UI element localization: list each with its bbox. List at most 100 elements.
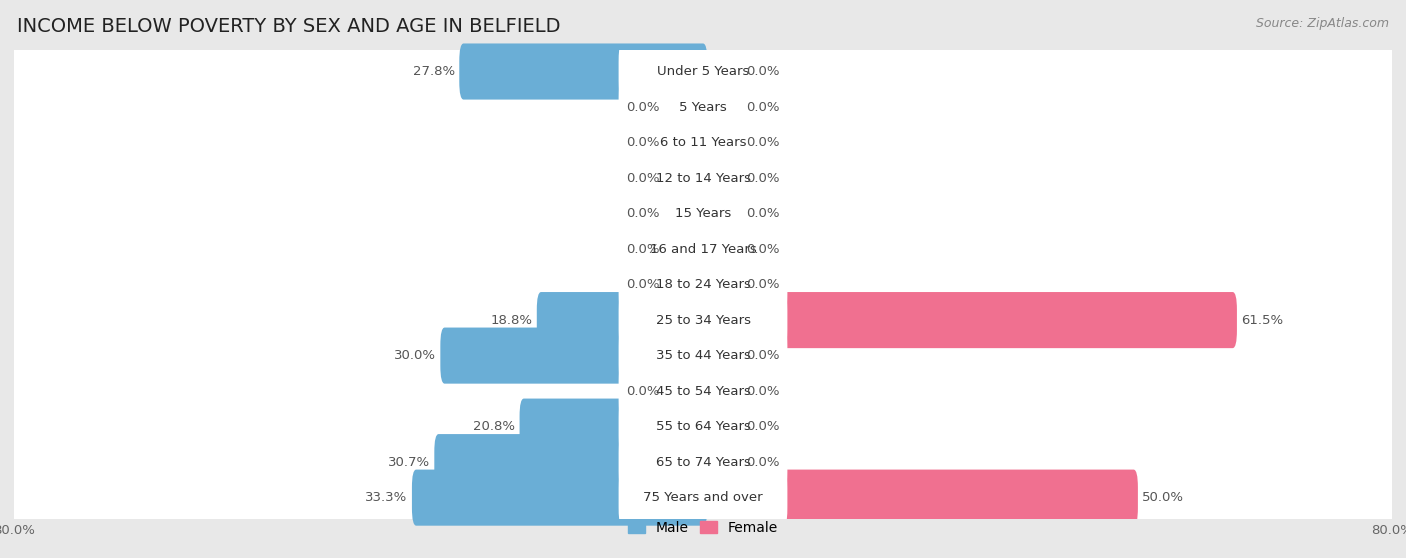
FancyBboxPatch shape [619,69,787,145]
FancyBboxPatch shape [10,82,1396,132]
FancyBboxPatch shape [8,366,1398,418]
FancyBboxPatch shape [8,224,1398,276]
FancyBboxPatch shape [699,257,742,312]
FancyBboxPatch shape [699,470,1137,526]
FancyBboxPatch shape [8,259,1398,311]
FancyBboxPatch shape [619,141,787,216]
FancyBboxPatch shape [699,328,742,384]
Text: 0.0%: 0.0% [627,100,659,113]
Text: 20.8%: 20.8% [474,420,515,433]
Text: 0.0%: 0.0% [627,243,659,256]
FancyBboxPatch shape [8,189,1398,240]
FancyBboxPatch shape [664,114,707,171]
FancyBboxPatch shape [8,295,1398,347]
Legend: Male, Female: Male, Female [623,515,783,540]
FancyBboxPatch shape [664,257,707,312]
FancyBboxPatch shape [10,46,1396,97]
FancyBboxPatch shape [10,401,1396,452]
Text: 35 to 44 Years: 35 to 44 Years [655,349,751,362]
FancyBboxPatch shape [619,247,787,322]
Text: 0.0%: 0.0% [747,349,779,362]
FancyBboxPatch shape [619,176,787,251]
FancyBboxPatch shape [664,185,707,242]
Text: 0.0%: 0.0% [747,243,779,256]
FancyBboxPatch shape [699,363,742,419]
Text: 25 to 34 Years: 25 to 34 Years [655,314,751,326]
FancyBboxPatch shape [619,460,787,535]
FancyBboxPatch shape [699,44,742,99]
FancyBboxPatch shape [699,292,1237,348]
FancyBboxPatch shape [10,153,1396,203]
Text: 12 to 14 Years: 12 to 14 Years [655,171,751,185]
FancyBboxPatch shape [10,437,1396,487]
Text: 0.0%: 0.0% [747,420,779,433]
FancyBboxPatch shape [664,79,707,135]
FancyBboxPatch shape [664,221,707,277]
FancyBboxPatch shape [8,473,1398,525]
Text: 0.0%: 0.0% [627,171,659,185]
FancyBboxPatch shape [699,150,742,206]
Text: 16 and 17 Years: 16 and 17 Years [650,243,756,256]
FancyBboxPatch shape [619,353,787,429]
FancyBboxPatch shape [460,44,707,99]
Text: 61.5%: 61.5% [1241,314,1284,326]
Text: 0.0%: 0.0% [747,136,779,149]
Text: 18 to 24 Years: 18 to 24 Years [655,278,751,291]
Text: 15 Years: 15 Years [675,207,731,220]
FancyBboxPatch shape [8,82,1398,134]
Text: 30.7%: 30.7% [388,456,430,469]
Text: 6 to 11 Years: 6 to 11 Years [659,136,747,149]
Text: 18.8%: 18.8% [491,314,533,326]
FancyBboxPatch shape [619,425,787,500]
FancyBboxPatch shape [619,389,787,464]
Text: 0.0%: 0.0% [627,278,659,291]
FancyBboxPatch shape [8,437,1398,489]
FancyBboxPatch shape [537,292,707,348]
Text: 0.0%: 0.0% [627,136,659,149]
Text: 45 to 54 Years: 45 to 54 Years [655,384,751,398]
FancyBboxPatch shape [10,295,1396,345]
Text: 50.0%: 50.0% [1142,491,1184,504]
Text: 0.0%: 0.0% [747,278,779,291]
FancyBboxPatch shape [619,34,787,109]
Text: 0.0%: 0.0% [747,384,779,398]
FancyBboxPatch shape [8,117,1398,169]
Text: 0.0%: 0.0% [747,171,779,185]
FancyBboxPatch shape [10,117,1396,168]
FancyBboxPatch shape [619,105,787,180]
FancyBboxPatch shape [10,224,1396,275]
FancyBboxPatch shape [699,79,742,135]
Text: 0.0%: 0.0% [747,456,779,469]
FancyBboxPatch shape [699,221,742,277]
FancyBboxPatch shape [664,363,707,419]
FancyBboxPatch shape [619,318,787,393]
FancyBboxPatch shape [412,470,707,526]
Text: 0.0%: 0.0% [747,100,779,113]
FancyBboxPatch shape [440,328,707,384]
FancyBboxPatch shape [8,330,1398,382]
Text: 75 Years and over: 75 Years and over [643,491,763,504]
FancyBboxPatch shape [699,398,742,455]
Text: 30.0%: 30.0% [394,349,436,362]
Text: 27.8%: 27.8% [413,65,456,78]
FancyBboxPatch shape [520,398,707,455]
FancyBboxPatch shape [699,185,742,242]
Text: 33.3%: 33.3% [366,491,408,504]
FancyBboxPatch shape [10,330,1396,381]
FancyBboxPatch shape [10,366,1396,416]
Text: 65 to 74 Years: 65 to 74 Years [655,456,751,469]
Text: 0.0%: 0.0% [627,207,659,220]
Text: 0.0%: 0.0% [747,65,779,78]
FancyBboxPatch shape [619,282,787,358]
FancyBboxPatch shape [619,211,787,287]
FancyBboxPatch shape [664,150,707,206]
FancyBboxPatch shape [8,46,1398,98]
FancyBboxPatch shape [699,114,742,171]
Text: Under 5 Years: Under 5 Years [657,65,749,78]
Text: Source: ZipAtlas.com: Source: ZipAtlas.com [1256,17,1389,30]
FancyBboxPatch shape [10,189,1396,239]
FancyBboxPatch shape [434,434,707,490]
Text: 0.0%: 0.0% [747,207,779,220]
Text: 55 to 64 Years: 55 to 64 Years [655,420,751,433]
FancyBboxPatch shape [699,434,742,490]
